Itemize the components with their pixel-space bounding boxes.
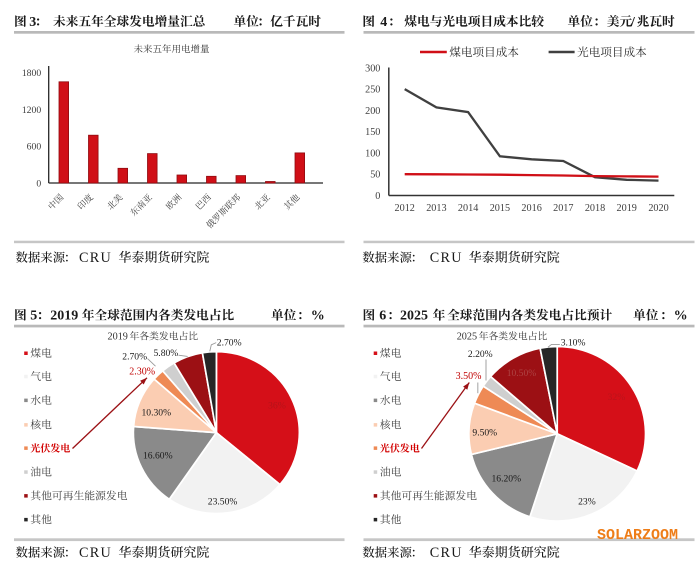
svg-text:32%: 32% xyxy=(608,392,626,403)
svg-text:2014: 2014 xyxy=(458,203,478,214)
svg-text:2.70%: 2.70% xyxy=(217,338,242,349)
svg-text:1200: 1200 xyxy=(22,105,42,116)
svg-text:2012: 2012 xyxy=(395,203,415,214)
svg-text:250: 250 xyxy=(365,85,380,96)
svg-text:16.60%: 16.60% xyxy=(143,450,173,461)
svg-text:5: 5 xyxy=(30,309,37,324)
svg-text:CRU: CRU xyxy=(79,250,112,266)
svg-text:16.20%: 16.20% xyxy=(492,473,522,484)
svg-text:3: 3 xyxy=(29,15,36,30)
svg-text:4: 4 xyxy=(380,15,387,30)
svg-text:23.50%: 23.50% xyxy=(208,497,238,508)
svg-text:3.10%: 3.10% xyxy=(561,337,586,348)
svg-text:50: 50 xyxy=(370,170,380,181)
svg-text:%: % xyxy=(674,309,688,324)
svg-text:36%: 36% xyxy=(268,400,286,411)
svg-text:3.50%: 3.50% xyxy=(456,371,482,382)
svg-text:2019: 2019 xyxy=(617,203,637,214)
svg-text:2016: 2016 xyxy=(521,203,541,214)
svg-text:300: 300 xyxy=(365,63,380,74)
svg-text:2025: 2025 xyxy=(457,332,477,343)
svg-text:150: 150 xyxy=(365,127,380,138)
svg-text:6: 6 xyxy=(379,309,386,324)
svg-text:0: 0 xyxy=(375,191,380,202)
svg-text:23%: 23% xyxy=(578,496,596,507)
svg-text:2.20%: 2.20% xyxy=(468,349,493,360)
svg-text:1800: 1800 xyxy=(22,68,42,79)
svg-text:2018: 2018 xyxy=(585,203,605,214)
svg-text:100: 100 xyxy=(365,148,380,159)
svg-text:2019: 2019 xyxy=(50,309,78,324)
svg-text:2015: 2015 xyxy=(490,203,510,214)
svg-text:%: % xyxy=(311,309,325,324)
svg-text:SOLARZOOM: SOLARZOOM xyxy=(597,527,678,544)
svg-text:10.50%: 10.50% xyxy=(507,368,537,379)
svg-text:2025: 2025 xyxy=(400,309,428,324)
svg-text:2017: 2017 xyxy=(553,203,573,214)
svg-text:2019: 2019 xyxy=(108,332,128,343)
svg-text:600: 600 xyxy=(27,142,42,153)
svg-text:5.80%: 5.80% xyxy=(154,348,179,359)
svg-text:2.70%: 2.70% xyxy=(122,352,147,363)
svg-text:0: 0 xyxy=(36,178,41,189)
svg-text:CRU: CRU xyxy=(430,545,463,561)
svg-text:CRU: CRU xyxy=(430,250,463,266)
svg-text:2.30%: 2.30% xyxy=(129,367,155,378)
svg-text:200: 200 xyxy=(365,106,380,117)
svg-text:10.30%: 10.30% xyxy=(142,408,172,419)
svg-text:CRU: CRU xyxy=(79,545,112,561)
svg-text:/: / xyxy=(630,15,636,30)
svg-text:9.50%: 9.50% xyxy=(472,427,497,438)
svg-text:2013: 2013 xyxy=(426,203,446,214)
svg-text:2020: 2020 xyxy=(648,203,668,214)
